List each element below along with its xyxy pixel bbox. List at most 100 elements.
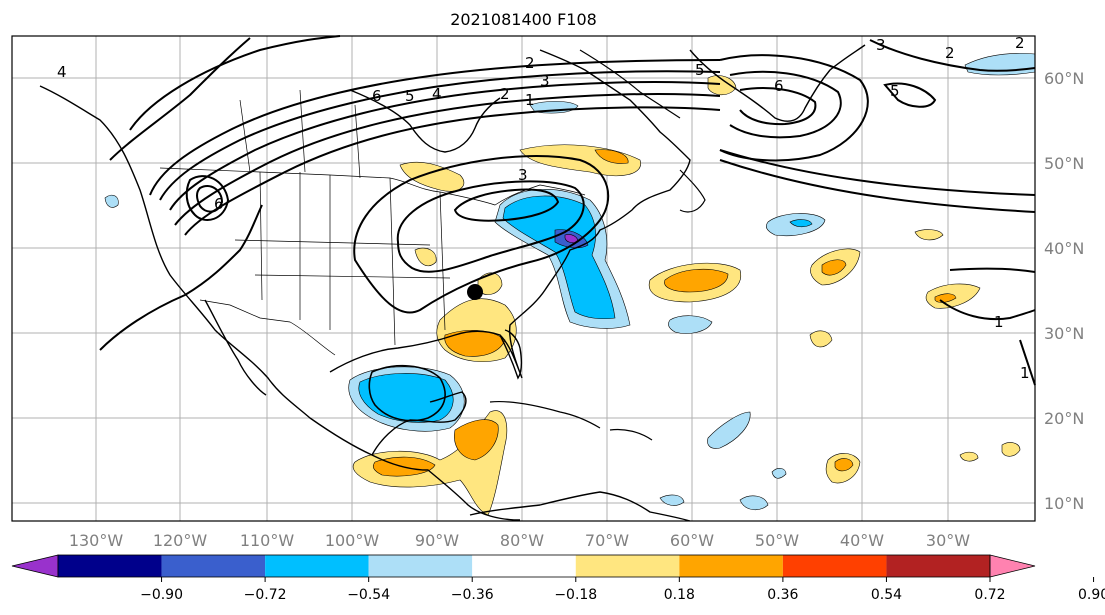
fill-negative-atlantic-3 xyxy=(707,411,751,449)
contour-label: 1 xyxy=(994,313,1004,331)
contour-north-atlantic-1 xyxy=(719,149,1036,196)
fill-negative-gulf-core xyxy=(358,373,454,423)
contour-west-trough-1 xyxy=(149,59,721,196)
coastline-cuba xyxy=(489,400,601,429)
contour-label: 4 xyxy=(432,85,442,103)
colorbar-tick-label: −0.90 xyxy=(140,587,183,603)
fill-negative-atlantic-5 xyxy=(739,495,769,510)
contour-atlantic-ridge-2 xyxy=(729,70,842,139)
contour-labels: 4 6 5 4 2 1 2 3 6 5 3 2 5 6 3 1 1 2 xyxy=(57,34,1030,382)
border-us-canada xyxy=(159,167,586,206)
colorbar-segment xyxy=(368,555,473,577)
colorbar-tick-label: 0.54 xyxy=(871,587,902,603)
contour-label: 6 xyxy=(774,77,784,95)
contour-west-trough-5 xyxy=(184,106,721,236)
colorbar-tick-label: 0.36 xyxy=(767,587,798,603)
colorbar-segment xyxy=(265,555,369,577)
longitude-label: 80°W xyxy=(500,531,544,550)
latitude-label: 40°N xyxy=(1044,239,1084,258)
contour-east-ridge-1 xyxy=(353,155,610,314)
contour-label: 4 xyxy=(57,63,67,81)
contour-west-closed-inner xyxy=(196,184,224,213)
coastline-hispaniola xyxy=(609,428,653,441)
contour-north-atlantic-3 xyxy=(869,39,1036,72)
contour-north-atlantic-4 xyxy=(883,82,937,108)
fill-positive-atlantic-5 xyxy=(809,330,833,348)
colorbar xyxy=(11,554,1036,578)
contour-north-atlantic-7 xyxy=(1019,339,1036,386)
border-states-v4 xyxy=(439,191,446,331)
contour-label: 1 xyxy=(525,91,535,109)
contour-label: 3 xyxy=(540,72,550,90)
longitude-labels: 130°W 120°W 110°W 100°W 90°W 80°W 70°W 60°W 50°W… xyxy=(69,531,970,550)
contour-pacific xyxy=(99,204,263,351)
contour-west-closed xyxy=(185,175,230,221)
coastline-florida xyxy=(499,329,523,380)
longitude-label: 90°W xyxy=(415,531,459,550)
latitude-label: 60°N xyxy=(1044,69,1084,88)
longitude-label: 40°W xyxy=(840,531,884,550)
contour-label: 5 xyxy=(695,61,705,79)
coastline-gulf xyxy=(329,49,691,379)
border-states-v1 xyxy=(259,171,263,301)
fill-positive-atlantic-7 xyxy=(959,451,979,462)
fill-positive-midwest xyxy=(414,247,437,266)
coastline-yucatan xyxy=(371,391,467,456)
contour-label: 6 xyxy=(214,195,224,213)
contour-label: 2 xyxy=(525,54,535,72)
fill-positive-southeast-core xyxy=(444,329,506,357)
contour-label: 5 xyxy=(405,87,415,105)
coastline-north-america-west xyxy=(39,85,521,521)
fill-positive-quebec-core xyxy=(594,149,629,164)
contour-label: 6 xyxy=(372,87,382,105)
contour-atlantic-ridge-3 xyxy=(739,87,817,126)
fill-positive-atlantic-6-core xyxy=(834,458,854,472)
colorbar-segment xyxy=(575,555,680,577)
contour-label: 2 xyxy=(1015,34,1025,52)
border-states-v3 xyxy=(389,177,396,346)
colorbar-tick-label: −0.72 xyxy=(244,587,287,603)
longitude-label: 120°W xyxy=(153,531,208,550)
contours xyxy=(99,35,1036,422)
fill-positive-central-america-core-2 xyxy=(454,419,499,461)
latitude-label: 10°N xyxy=(1044,494,1084,513)
contour-west-trough-4 xyxy=(174,93,721,226)
longitude-label: 50°W xyxy=(755,531,799,550)
map-title: 2021081400 F108 xyxy=(450,10,597,29)
latitude-label: 50°N xyxy=(1044,154,1084,173)
map-panel: 4 6 5 4 2 1 2 3 6 5 3 2 5 6 3 1 1 2 xyxy=(11,34,1036,522)
latitude-labels: 60°N 50°N 40°N 30°N 20°N 10°N xyxy=(1044,69,1084,513)
contour-label: 3 xyxy=(518,166,528,184)
longitude-label: 100°W xyxy=(325,531,380,550)
colorbar-segment xyxy=(472,555,576,577)
contour-label: 2 xyxy=(945,44,955,62)
longitude-label: 60°W xyxy=(670,531,714,550)
anomaly-fills xyxy=(104,53,1036,516)
coastline-baja xyxy=(204,299,267,396)
longitude-label: 110°W xyxy=(240,531,295,550)
fill-negative-caribbean xyxy=(659,494,685,506)
contour-label: 2 xyxy=(500,85,510,103)
colorbar-extend-low xyxy=(11,554,59,578)
contour-north-atlantic-2 xyxy=(719,159,1036,213)
coastline-baffin xyxy=(579,49,681,119)
longitude-label: 130°W xyxy=(69,531,124,550)
colorbar-segment xyxy=(161,555,266,577)
fill-positive-atlantic-4 xyxy=(914,229,944,241)
contour-west-trough-3 xyxy=(169,81,721,211)
fill-positive-atlantic-1-core xyxy=(664,268,729,293)
colorbar-extend-high xyxy=(989,554,1036,578)
contour-label: 3 xyxy=(876,36,886,54)
contour-gulf-closed xyxy=(368,364,446,422)
contour-label: 1 xyxy=(1020,364,1030,382)
colorbar-outline xyxy=(57,554,991,578)
graticule xyxy=(12,36,1035,521)
contour-north-atlantic-5 xyxy=(949,267,1036,273)
colorbar-tick-label: 0.72 xyxy=(974,587,1005,603)
colorbar-segment xyxy=(886,555,990,577)
colorbar-ticks: −0.90 −0.72 −0.54 −0.36 −0.18 0.18 0.36 0.54 0.7… xyxy=(140,577,1105,603)
colorbar-segment xyxy=(782,555,887,577)
contour-label: 5 xyxy=(890,82,900,100)
longitude-label: 30°W xyxy=(926,531,970,550)
